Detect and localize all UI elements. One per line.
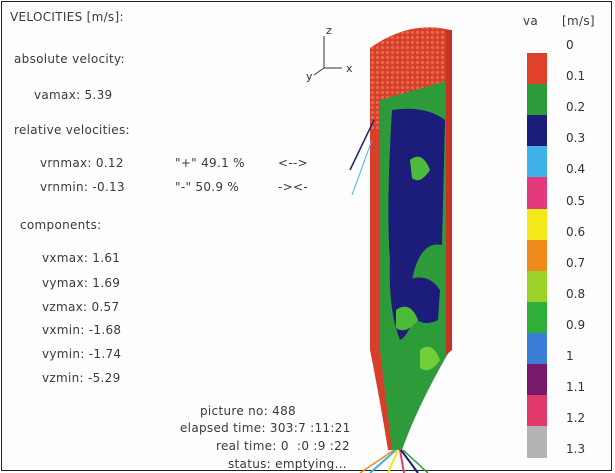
legend-swatch xyxy=(527,146,547,178)
legend-swatch xyxy=(527,395,547,427)
legend-tick-label: 0.8 xyxy=(566,286,586,301)
component-vzmax: vzmax: 0.57 xyxy=(42,300,120,314)
legend-label: va xyxy=(523,14,539,28)
legend-tick-label: 1.1 xyxy=(566,380,586,395)
legend-tick-label: 0.5 xyxy=(566,193,586,208)
axis-y-label: y xyxy=(306,70,313,83)
legend-swatch xyxy=(527,208,547,241)
status-text: status: emptying... xyxy=(228,457,347,471)
legend-tick-label: 1.2 xyxy=(566,411,586,426)
legend-swatch xyxy=(527,364,547,396)
legend-tick-label: 0.1 xyxy=(566,69,586,84)
legend-swatch xyxy=(527,115,547,147)
legend-tick-label: 1 xyxy=(566,349,574,363)
legend-tick-label: 0.6 xyxy=(566,224,586,239)
minus-arrow: -><- xyxy=(278,180,308,194)
silo-body xyxy=(349,27,452,473)
picture-number: picture no: 488 xyxy=(200,404,296,418)
minus-percent: "-" 50.9 % xyxy=(175,180,240,194)
legend-swatch xyxy=(527,426,547,458)
real-time: real time: 0 :0 :9 :22 xyxy=(216,439,350,453)
vrnmax-value: vrnmax: 0.12 xyxy=(40,156,124,170)
legend-swatch xyxy=(527,301,547,334)
legend-swatch xyxy=(527,239,547,272)
plus-arrow: <--> xyxy=(278,156,308,170)
relative-velocities-label: relative velocities: xyxy=(14,123,130,137)
component-vymin: vymin: -1.74 xyxy=(42,347,122,361)
legend-tick-label: 0 xyxy=(566,38,574,52)
legend-tick-label: 0.9 xyxy=(566,317,586,332)
legend-tick-label: 0.3 xyxy=(566,131,586,146)
legend-tick-label: 0.7 xyxy=(566,255,586,270)
legend-swatch xyxy=(527,177,547,209)
vrnmin-value: vrnmin: -0.13 xyxy=(40,180,125,194)
components-label: components: xyxy=(20,218,102,232)
component-vxmin: vxmin: -1.68 xyxy=(42,323,122,337)
legend-swatch xyxy=(527,332,547,365)
absolute-velocity-label: absolute velocity: xyxy=(14,52,125,66)
legend-tick-label: 0.2 xyxy=(566,100,586,115)
legend-tick-label: 1.3 xyxy=(566,442,586,457)
vamax-value: vamax: 5.39 xyxy=(34,88,113,102)
plus-percent: "+" 49.1 % xyxy=(175,156,245,170)
component-vymax: vymax: 1.69 xyxy=(42,276,121,290)
legend-swatch xyxy=(527,84,547,116)
legend-unit: [m/s] xyxy=(562,14,595,28)
silo-particle-render: z x y xyxy=(306,24,452,473)
legend-tick-label: 0.4 xyxy=(566,162,586,177)
legend-swatch xyxy=(527,270,547,303)
component-vzmin: vzmin: -5.29 xyxy=(42,371,121,385)
axis-gizmo-icon: z x y xyxy=(306,24,353,83)
component-vxmax: vxmax: 1.61 xyxy=(42,251,121,265)
elapsed-time: elapsed time: 303:7 :11:21 xyxy=(180,421,351,435)
axis-z-label: z xyxy=(326,24,332,37)
legend-swatch xyxy=(527,53,547,85)
velocities-title: VELOCITIES [m/s]: xyxy=(10,10,124,24)
axis-x-label: x xyxy=(346,62,353,75)
